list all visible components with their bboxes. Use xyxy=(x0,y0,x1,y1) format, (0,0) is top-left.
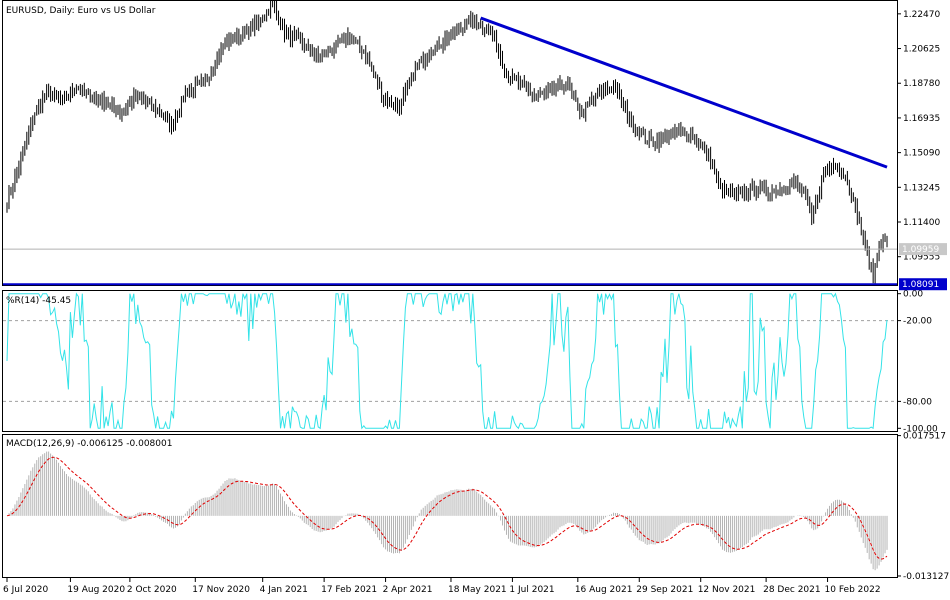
williams-axis-label: -100.00 xyxy=(903,424,938,434)
price-axis-label: 1.20625 xyxy=(903,45,940,55)
time-axis-label: 28 Dec 2021 xyxy=(763,585,821,595)
time-axis-label: 2 Apr 2021 xyxy=(383,585,433,595)
price-axis-label: 1.09555 xyxy=(903,253,940,263)
price-axis-label: 1.16935 xyxy=(903,114,940,124)
axis-layer: 1.22470 1.20625 1.18780 1.16935 1.15090 1.132… xyxy=(3,10,949,595)
price-panel-frame[interactable] xyxy=(2,0,898,286)
williams-series-layer xyxy=(3,292,897,430)
price-axis-label: 1.22470 xyxy=(903,10,940,20)
time-axis-label: 16 Aug 2021 xyxy=(575,585,633,595)
macd-signal-line xyxy=(6,456,888,560)
price-axis-label: 1.18780 xyxy=(903,79,940,89)
support-price-tag-bg xyxy=(899,278,947,291)
williams-panel-frame[interactable] xyxy=(2,290,898,432)
time-axis-label: 6 Jul 2020 xyxy=(3,585,48,595)
symbol-title: EURUSD, Daily: Euro vs US Dollar xyxy=(6,6,156,16)
downtrend-line xyxy=(480,16,888,169)
time-axis-label: 18 May 2021 xyxy=(448,585,507,595)
williams-axis-label: -80.00 xyxy=(903,397,932,407)
price-series-layer xyxy=(3,0,897,286)
macd-label: MACD(12,26,9) -0.006125 -0.008001 xyxy=(6,439,172,449)
macd-series-layer xyxy=(6,451,888,571)
time-axis-label: 10 Feb 2022 xyxy=(825,585,881,595)
price-axis-label: 1.15090 xyxy=(903,149,940,159)
macd-axis-label: 0.017517 xyxy=(903,432,946,442)
time-axis-label: 19 Aug 2020 xyxy=(67,585,125,595)
time-axis-label: 1 Jul 2021 xyxy=(509,585,554,595)
time-axis-label: 29 Sep 2021 xyxy=(636,585,693,595)
time-axis-label: 12 Nov 2021 xyxy=(698,585,756,595)
time-axis-label: 2 Oct 2020 xyxy=(127,585,177,595)
price-axis-label: 1.11400 xyxy=(903,218,940,228)
williams-axis-label: 0.00 xyxy=(903,290,923,300)
support-price-tag: 1.08091 xyxy=(902,280,939,290)
time-axis-label: 17 Feb 2021 xyxy=(321,585,377,595)
macd-panel-frame[interactable] xyxy=(2,434,898,578)
current-price-tag: 1.09959 xyxy=(902,245,939,255)
price-axis-label: 1.13245 xyxy=(903,183,940,193)
time-axis-label: 4 Jan 2021 xyxy=(260,585,308,595)
current-price-tag-bg xyxy=(899,243,947,256)
williams-label: %R(14) -45.45 xyxy=(6,296,71,306)
williams-r-line xyxy=(6,292,888,430)
macd-axis-label: -0.013127 xyxy=(903,572,949,582)
williams-axis-label: -20.00 xyxy=(903,317,932,327)
time-axis-label: 17 Nov 2020 xyxy=(192,585,250,595)
